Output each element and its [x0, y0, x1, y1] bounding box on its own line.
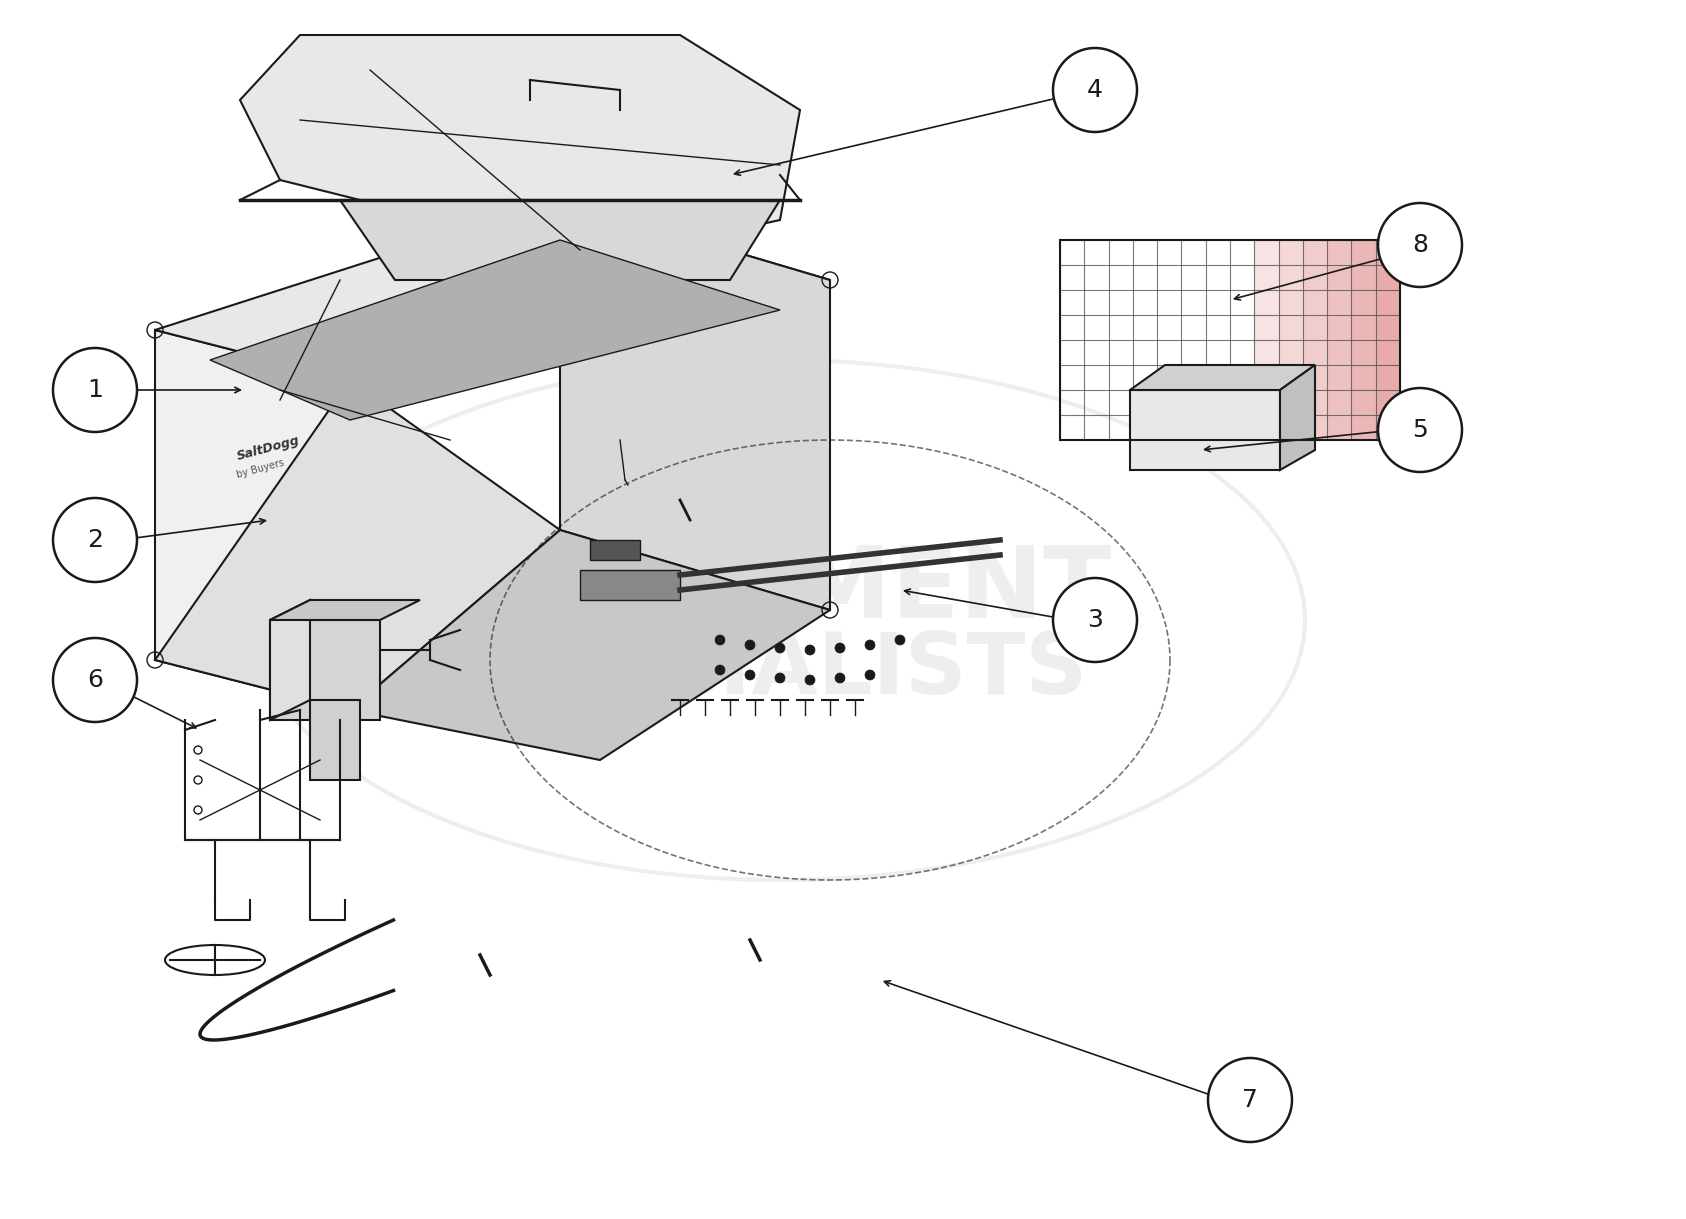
Bar — [1327, 265, 1352, 290]
Circle shape — [804, 675, 814, 685]
Circle shape — [1377, 204, 1462, 286]
Bar — [1278, 340, 1303, 364]
Bar — [1254, 315, 1278, 340]
Bar — [1327, 364, 1352, 390]
Circle shape — [804, 645, 814, 655]
Polygon shape — [590, 540, 641, 560]
Text: EQUIPMENT: EQUIPMENT — [448, 541, 1113, 639]
Bar — [1278, 414, 1303, 440]
Bar — [1376, 290, 1399, 315]
Bar — [1352, 390, 1376, 414]
Bar — [1352, 290, 1376, 315]
Bar — [1278, 315, 1303, 340]
Polygon shape — [155, 380, 560, 709]
Circle shape — [865, 640, 875, 650]
Bar — [1376, 340, 1399, 364]
Polygon shape — [1130, 390, 1280, 471]
Bar — [1303, 265, 1327, 290]
Bar — [1303, 414, 1327, 440]
Circle shape — [715, 635, 725, 645]
Text: SPECIALISTS: SPECIALISTS — [472, 629, 1087, 712]
Bar — [1376, 240, 1399, 265]
Bar — [1376, 315, 1399, 340]
Text: 7: 7 — [1243, 1089, 1258, 1112]
Bar — [1254, 390, 1278, 414]
Circle shape — [776, 673, 786, 683]
Text: SaltDogg: SaltDogg — [234, 434, 300, 463]
Text: by Buyers: by Buyers — [234, 457, 285, 480]
Bar — [1352, 340, 1376, 364]
Bar — [1254, 240, 1278, 265]
Polygon shape — [310, 700, 361, 780]
Polygon shape — [155, 330, 351, 709]
Bar — [1352, 364, 1376, 390]
Bar — [1327, 340, 1352, 364]
Bar — [1060, 240, 1399, 440]
Bar — [1376, 265, 1399, 290]
Bar — [1376, 390, 1399, 414]
Bar — [1327, 390, 1352, 414]
Circle shape — [865, 670, 875, 680]
Bar — [1254, 290, 1278, 315]
Circle shape — [1054, 578, 1136, 662]
Polygon shape — [341, 200, 781, 280]
Text: 3: 3 — [1087, 608, 1103, 631]
Circle shape — [835, 673, 845, 683]
Polygon shape — [1280, 364, 1315, 471]
Bar — [1278, 265, 1303, 290]
Bar — [1376, 364, 1399, 390]
Text: 1: 1 — [88, 378, 103, 402]
Polygon shape — [270, 620, 379, 720]
Bar — [1303, 364, 1327, 390]
Polygon shape — [155, 200, 830, 380]
Polygon shape — [270, 600, 420, 620]
Polygon shape — [351, 530, 830, 759]
Bar — [1254, 340, 1278, 364]
Circle shape — [52, 347, 137, 432]
Circle shape — [745, 670, 755, 680]
Text: 2: 2 — [88, 528, 103, 552]
Circle shape — [1054, 48, 1136, 132]
Bar — [1278, 390, 1303, 414]
Bar — [1254, 414, 1278, 440]
Text: 4: 4 — [1087, 78, 1103, 102]
Circle shape — [52, 638, 137, 722]
Bar — [1303, 240, 1327, 265]
Polygon shape — [270, 600, 310, 720]
Polygon shape — [211, 240, 781, 421]
Text: 5: 5 — [1413, 418, 1428, 442]
Bar — [1254, 364, 1278, 390]
Polygon shape — [1130, 364, 1315, 390]
Bar — [1352, 265, 1376, 290]
Bar — [1352, 315, 1376, 340]
Bar — [1352, 414, 1376, 440]
Bar — [1303, 290, 1327, 315]
Circle shape — [895, 635, 905, 645]
Bar — [1352, 240, 1376, 265]
Bar — [1327, 240, 1352, 265]
Bar — [1327, 315, 1352, 340]
Text: 8: 8 — [1411, 233, 1428, 257]
Bar — [1303, 315, 1327, 340]
Text: 6: 6 — [88, 668, 103, 692]
Circle shape — [1207, 1058, 1291, 1142]
Polygon shape — [580, 570, 679, 600]
Polygon shape — [560, 200, 830, 610]
Circle shape — [835, 642, 845, 653]
Bar — [1278, 290, 1303, 315]
Circle shape — [52, 499, 137, 581]
Polygon shape — [239, 35, 799, 260]
Circle shape — [715, 666, 725, 675]
Bar — [1327, 414, 1352, 440]
Bar — [1376, 414, 1399, 440]
Circle shape — [776, 642, 786, 653]
Bar — [1303, 340, 1327, 364]
Bar — [1327, 290, 1352, 315]
Circle shape — [1377, 388, 1462, 472]
Circle shape — [745, 640, 755, 650]
Bar — [1278, 364, 1303, 390]
Bar — [1303, 390, 1327, 414]
Bar — [1278, 240, 1303, 265]
Bar — [1254, 265, 1278, 290]
